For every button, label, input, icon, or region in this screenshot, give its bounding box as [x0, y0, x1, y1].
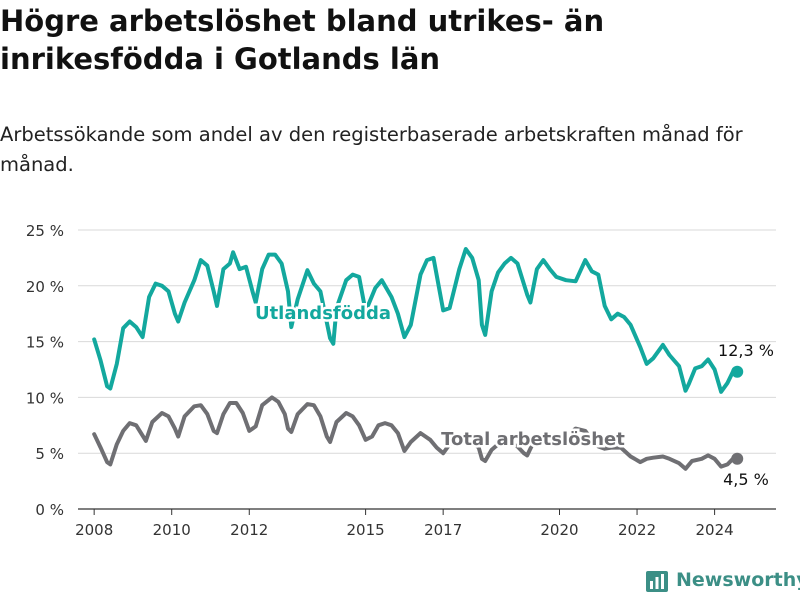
bar-chart-logo-icon	[646, 571, 668, 592]
chart-title: Högre arbetslöshet bland utrikes- än inr…	[0, 4, 605, 76]
series-lines	[92, 247, 744, 471]
total-arbetsloshet-series-label: Total arbetslöshet	[441, 429, 625, 450]
x-tick-label: 2022	[618, 521, 656, 539]
x-tick-label: 2012	[230, 521, 268, 539]
y-tick-label: 0 %	[35, 501, 64, 519]
y-tick-label: 15 %	[26, 334, 64, 352]
y-tick-label: 10 %	[26, 389, 64, 407]
x-tick-label: 2020	[540, 521, 578, 539]
series-labels: Utlandsfödda 12,3 % Total arbetslöshet 4,5 …	[252, 301, 776, 492]
y-tick-labels: 0 % 5 % 10 % 15 % 20 % 25 %	[26, 222, 64, 519]
utlandsfodda-line	[92, 247, 740, 394]
x-tick-label: 2017	[424, 521, 462, 539]
y-tick-label: 20 %	[26, 278, 64, 296]
brand-name: Newsworthy	[676, 569, 800, 591]
utlandsfodda-series-label: Utlandsfödda	[255, 303, 391, 324]
x-tick-label: 2008	[75, 521, 113, 539]
y-gridlines	[78, 229, 776, 510]
newsworthy-logo: Newsworthy	[646, 568, 800, 592]
total-arbetsloshet-end-value-label: 4,5 %	[723, 470, 769, 489]
x-tick-label: 2024	[696, 521, 734, 539]
y-tick-label: 25 %	[26, 222, 64, 240]
x-tick-label: 2015	[347, 521, 385, 539]
x-tick-label: 2010	[153, 521, 191, 539]
utlandsfodda-end-value-label: 12,3 %	[718, 341, 774, 360]
chart-subtitle: Arbetssökande som andel av den registerb…	[0, 123, 743, 176]
total-arbetsloshet-line	[92, 395, 740, 471]
utlandsfodda-end-point	[731, 365, 744, 378]
total-arbetsloshet-end-point	[731, 452, 744, 465]
x-ticks: 2008 2010 2012 2015 2017 2020 2022 2024	[75, 509, 734, 539]
y-tick-label: 5 %	[35, 445, 64, 463]
